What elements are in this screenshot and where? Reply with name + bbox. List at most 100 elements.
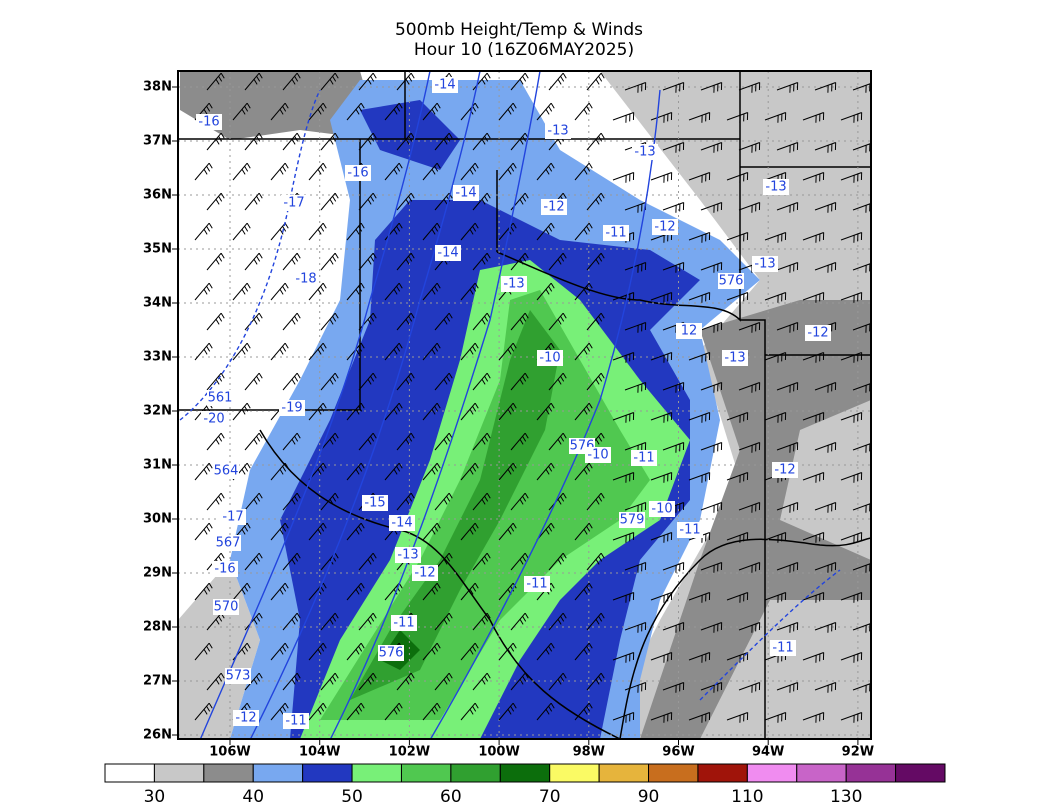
wind-barb <box>840 412 863 423</box>
wind-barb <box>282 132 301 151</box>
colorbar-swatch <box>499 763 551 783</box>
wind-barb <box>498 642 517 661</box>
contour-label-bg <box>631 450 657 466</box>
wind-barb <box>232 222 251 241</box>
wind-barb <box>434 312 453 331</box>
colorbar-swatch <box>351 763 402 783</box>
title: 500mb Height/Temp & Winds <box>395 20 643 40</box>
wind-barb <box>384 702 403 721</box>
wind-barb <box>270 102 289 121</box>
contour-label: -14 <box>434 78 455 93</box>
wind-barb <box>814 262 837 273</box>
wind-barb <box>472 192 491 211</box>
wind-barb <box>206 672 225 691</box>
wind-barb <box>384 222 403 241</box>
wind-barb <box>662 622 685 633</box>
wind-barb <box>422 702 441 721</box>
wind-barb <box>510 672 529 691</box>
wind-barb <box>498 102 517 121</box>
wind-barb <box>396 492 415 511</box>
wind-barb <box>270 582 289 601</box>
contour-label-bg <box>207 390 233 406</box>
wind-barb <box>612 592 635 603</box>
wind-barb <box>662 202 685 213</box>
wind-barb <box>814 442 837 453</box>
wind-barb <box>320 672 339 691</box>
wind-barb <box>282 432 301 451</box>
colorbar-swatch <box>104 763 155 783</box>
wind-barb <box>194 642 213 661</box>
wind-barb <box>776 82 799 93</box>
contour-label-bg <box>213 463 239 479</box>
wind-barb <box>548 432 567 451</box>
wind-barb <box>700 382 723 393</box>
wind-barb <box>460 702 479 721</box>
contour-label-bg <box>293 271 319 287</box>
wind-barb <box>624 502 647 513</box>
wind-barb <box>358 552 377 571</box>
wind-barb <box>498 462 517 481</box>
wind-barb <box>308 702 327 721</box>
wind-barb <box>814 562 837 573</box>
lat-label: 30N <box>143 512 172 527</box>
contour-label: 564 <box>214 464 239 479</box>
wind-barb <box>434 552 453 571</box>
wind-barb <box>232 282 251 301</box>
wind-barb <box>244 372 263 391</box>
map-area: -14 -16 -13 -13 -16 -14 -13 -17 -12 -11 -12 -14 -13 5… <box>178 71 871 739</box>
wind-barb <box>548 612 567 631</box>
wind-barb <box>320 552 339 571</box>
colorbar-swatch <box>796 763 847 783</box>
wind-barb <box>624 82 647 93</box>
wind-barb <box>282 312 301 331</box>
wind-barb <box>738 622 761 633</box>
contour-label-bg <box>432 77 458 93</box>
wind-barb <box>548 552 567 571</box>
wind-barb <box>536 462 555 481</box>
contour-label-bg <box>752 256 778 272</box>
wind-barb <box>852 202 871 213</box>
wind-barb <box>244 432 263 451</box>
wind-barb <box>244 552 263 571</box>
contour-label: -12 <box>235 711 256 726</box>
wind-barb <box>840 352 863 363</box>
contour-label-bg <box>763 179 789 195</box>
wind-barb <box>346 642 365 661</box>
wind-barb <box>764 592 787 603</box>
wind-barb <box>776 262 799 273</box>
colorbar-swatch <box>203 763 254 783</box>
wind-barb <box>472 312 491 331</box>
wind-barb <box>802 112 825 123</box>
wind-barb <box>282 252 301 271</box>
wind-barb <box>472 132 491 151</box>
wind-barb <box>662 142 685 153</box>
wind-barb <box>738 82 761 93</box>
wind-barb <box>738 682 761 693</box>
wind-barb <box>548 672 567 691</box>
wind-barb <box>358 312 377 331</box>
colorbar-swatch <box>697 763 748 783</box>
contour-label-bg <box>283 713 309 729</box>
wind-barb <box>308 342 327 361</box>
colorbar-swatch <box>648 763 699 783</box>
wind-barb <box>422 282 441 301</box>
wind-barb <box>396 312 415 331</box>
contour-label: -13 <box>397 548 418 563</box>
wind-barb <box>536 282 555 301</box>
wind-barb <box>358 72 377 91</box>
wind-barb <box>574 162 593 181</box>
wind-barb <box>852 382 871 393</box>
wind-barb <box>346 582 365 601</box>
wind-barb <box>650 712 673 723</box>
wind-barb <box>688 652 711 663</box>
wind-barb <box>726 712 749 723</box>
wind-barb <box>700 562 723 573</box>
lat-label: 26N <box>143 728 172 743</box>
wind-barb <box>194 222 213 241</box>
wind-barb <box>840 172 863 183</box>
contour-label: -13 <box>547 124 568 139</box>
contour-label: -16 <box>347 166 368 181</box>
wind-barb <box>624 562 647 573</box>
wind-barb <box>434 612 453 631</box>
colorbar-label: 70 <box>539 787 561 807</box>
